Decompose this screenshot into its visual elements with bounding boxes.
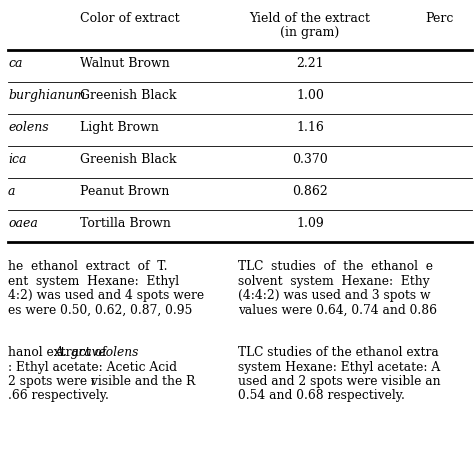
Text: 1.00: 1.00: [296, 89, 324, 102]
Text: he  ethanol  extract  of  T.: he ethanol extract of T.: [8, 260, 167, 273]
Text: (4:4:2) was used and 3 spots w: (4:4:2) was used and 3 spots w: [238, 289, 430, 302]
Text: es were 0.50, 0.62, 0.87, 0.95: es were 0.50, 0.62, 0.87, 0.95: [8, 303, 192, 317]
Text: system Hexane: Ethyl acetate: A: system Hexane: Ethyl acetate: A: [238, 361, 440, 374]
Text: f: f: [91, 378, 94, 387]
Text: 4:2) was used and 4 spots were: 4:2) was used and 4 spots were: [8, 289, 204, 302]
Text: TLC  studies  of  the  ethanol  e: TLC studies of the ethanol e: [238, 260, 433, 273]
Text: 2 spots were visible and the R: 2 spots were visible and the R: [8, 375, 195, 388]
Text: 0.54 and 0.68 respectively.: 0.54 and 0.68 respectively.: [238, 390, 405, 402]
Text: Yield of the extract: Yield of the extract: [250, 12, 371, 25]
Text: eolens: eolens: [8, 121, 49, 134]
Text: Perc: Perc: [425, 12, 453, 25]
Text: 1.16: 1.16: [296, 121, 324, 134]
Text: oaea: oaea: [8, 217, 38, 230]
Text: 0.370: 0.370: [292, 153, 328, 166]
Text: A. graveolens: A. graveolens: [55, 346, 139, 359]
Text: values were 0.64, 0.74 and 0.86: values were 0.64, 0.74 and 0.86: [238, 303, 437, 317]
Text: Peanut Brown: Peanut Brown: [80, 185, 169, 198]
Text: Color of extract: Color of extract: [80, 12, 180, 25]
Text: (in gram): (in gram): [281, 26, 340, 39]
Text: ca: ca: [8, 57, 22, 70]
Text: Walnut Brown: Walnut Brown: [80, 57, 170, 70]
Text: TLC studies of the ethanol extra: TLC studies of the ethanol extra: [238, 346, 439, 359]
Text: Light Brown: Light Brown: [80, 121, 159, 134]
Text: ica: ica: [8, 153, 27, 166]
Text: hanol extract of: hanol extract of: [8, 346, 110, 359]
Text: a: a: [8, 185, 16, 198]
Text: ent  system  Hexane:  Ethyl: ent system Hexane: Ethyl: [8, 274, 179, 288]
Text: 0.862: 0.862: [292, 185, 328, 198]
Text: : Ethyl acetate: Acetic Acid: : Ethyl acetate: Acetic Acid: [8, 361, 177, 374]
Text: 1.09: 1.09: [296, 217, 324, 230]
Text: burghianum: burghianum: [8, 89, 85, 102]
Text: used and 2 spots were visible an: used and 2 spots were visible an: [238, 375, 441, 388]
Text: 2.21: 2.21: [296, 57, 324, 70]
Text: Greenish Black: Greenish Black: [80, 89, 176, 102]
Text: solvent  system  Hexane:  Ethy: solvent system Hexane: Ethy: [238, 274, 429, 288]
Text: Greenish Black: Greenish Black: [80, 153, 176, 166]
Text: Tortilla Brown: Tortilla Brown: [80, 217, 171, 230]
Text: .66 respectively.: .66 respectively.: [8, 390, 109, 402]
